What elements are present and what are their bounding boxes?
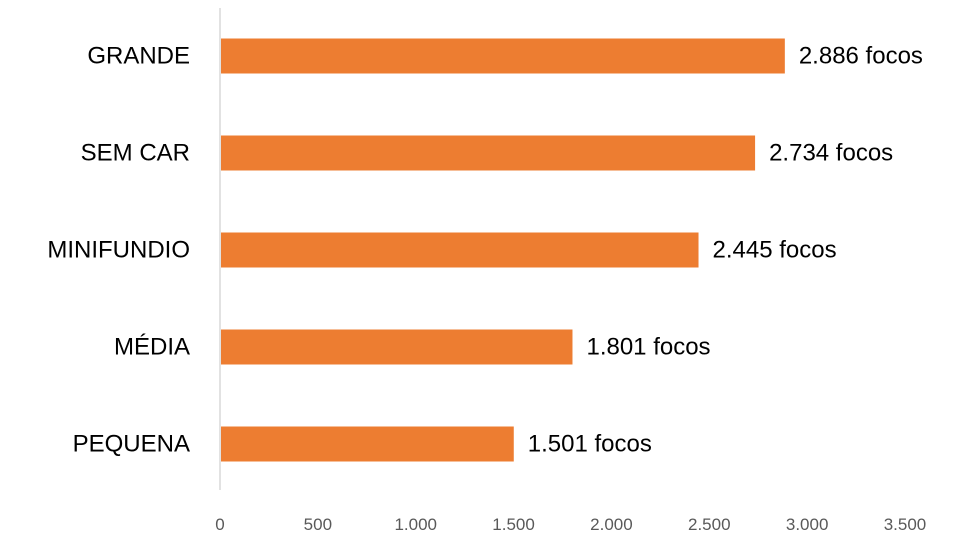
- data-label: 2.886 focos: [799, 43, 923, 70]
- category-label: GRANDE: [87, 43, 190, 70]
- data-labels: 2.886 focos 2.734 focos 2.445 focos 1.801 f…: [528, 43, 923, 458]
- x-axis-tick-labels: 0 500 1.000 1.500 2.000 2.500 3.000 3.500: [215, 515, 926, 534]
- bar-m-dia: [221, 329, 573, 365]
- x-tick-label: 500: [304, 515, 332, 534]
- bar-grande: [221, 38, 785, 74]
- data-label: 1.501 focos: [528, 431, 652, 458]
- data-label: 1.801 focos: [586, 334, 710, 361]
- x-tick-label: 2.000: [590, 515, 633, 534]
- category-label: MÉDIA: [114, 334, 190, 361]
- x-tick-label: 3.500: [884, 515, 927, 534]
- bar-minifundio: [221, 232, 699, 268]
- bars-group: [221, 38, 785, 462]
- data-label: 2.445 focos: [713, 237, 837, 264]
- x-tick-label: 1.500: [492, 515, 535, 534]
- bar-pequena: [221, 426, 514, 462]
- x-tick-label: 3.000: [786, 515, 829, 534]
- x-tick-label: 1.000: [394, 515, 437, 534]
- bar-sem-car: [221, 135, 756, 171]
- x-tick-label: 2.500: [688, 515, 731, 534]
- category-labels: GRANDE SEM CAR MINIFUNDIO MÉDIA PEQUENA: [47, 43, 190, 458]
- category-label: SEM CAR: [81, 140, 190, 167]
- category-label: PEQUENA: [73, 431, 190, 458]
- data-label: 2.734 focos: [769, 140, 893, 167]
- x-tick-label: 0: [215, 515, 224, 534]
- category-label: MINIFUNDIO: [47, 237, 190, 264]
